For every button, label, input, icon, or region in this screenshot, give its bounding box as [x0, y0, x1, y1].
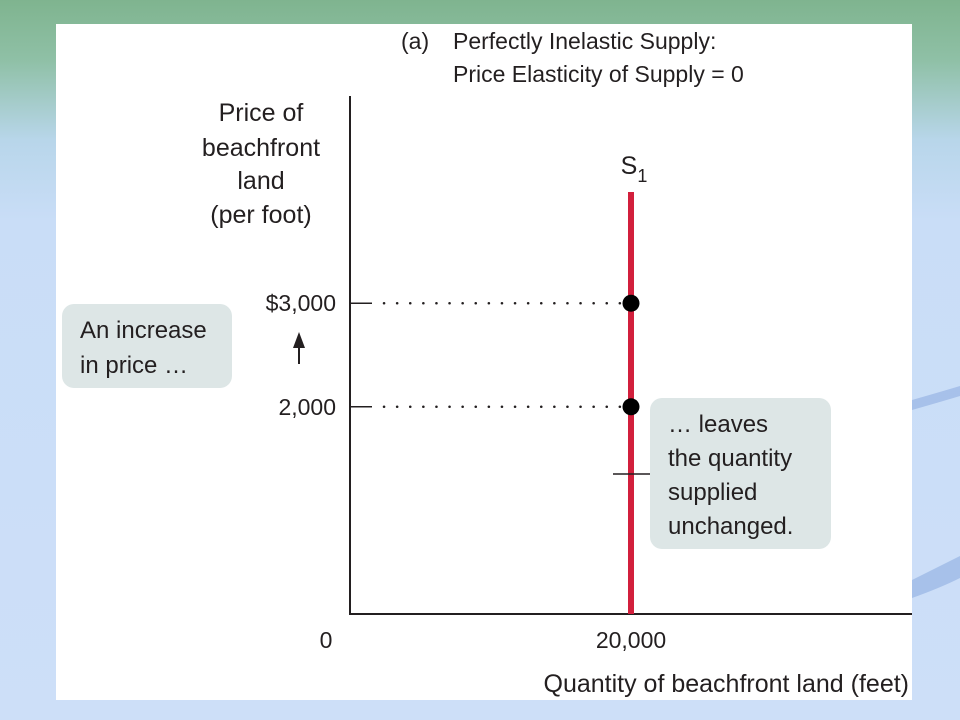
- quantity-unchanged-callout-box: [650, 398, 831, 549]
- x-tick-label: 20,000: [596, 627, 666, 653]
- price-increase-callout-box: [62, 304, 232, 388]
- quantity-unchanged-text-line-4: unchanged.: [668, 513, 793, 540]
- supply-curve-label: S1: [621, 152, 648, 186]
- quantity-unchanged-text-line-2: the quantity: [668, 445, 792, 472]
- y-tick-group: $3,000 2,000: [266, 290, 623, 420]
- chart-title-line-1: Perfectly Inelastic Supply:: [453, 28, 716, 54]
- y-tick-label: $3,000: [266, 290, 336, 316]
- y-axis-label-line-2: beachfront: [202, 134, 320, 162]
- price-increase-text-line-2: in price …: [80, 352, 188, 379]
- data-point: [622, 398, 640, 416]
- price-increase-text-line-1: An increase: [80, 317, 207, 344]
- y-axis-label-line-4: (per foot): [210, 201, 311, 229]
- quantity-unchanged-callout: … leaves the quantity supplied unchanged…: [613, 398, 831, 549]
- y-tick-label: 2,000: [278, 394, 336, 420]
- up-arrow-icon: [293, 332, 305, 364]
- figure-panel: (a) Perfectly Inelastic Supply: Price El…: [56, 24, 912, 700]
- chart-title-prefix: (a): [401, 28, 429, 54]
- quantity-unchanged-text-line-1: … leaves: [668, 411, 768, 438]
- price-increase-callout: An increase in price …: [62, 304, 232, 388]
- y-axis-label-line-1: Price of: [219, 99, 304, 127]
- y-axis-label-line-3: land: [237, 167, 284, 195]
- supply-label-letter: S: [621, 152, 638, 180]
- data-point: [622, 294, 640, 312]
- quantity-unchanged-text-line-3: supplied: [668, 479, 757, 506]
- y-axis-label: Price of beachfront land (per foot): [202, 99, 320, 229]
- x-axis-label: Quantity of beachfront land (feet): [544, 670, 910, 698]
- origin-label: 0: [320, 627, 333, 653]
- supply-chart: (a) Perfectly Inelastic Supply: Price El…: [62, 28, 912, 698]
- chart-title-line-2: Price Elasticity of Supply = 0: [453, 61, 744, 87]
- supply-label-subscript: 1: [637, 166, 647, 186]
- point-group: [622, 294, 640, 416]
